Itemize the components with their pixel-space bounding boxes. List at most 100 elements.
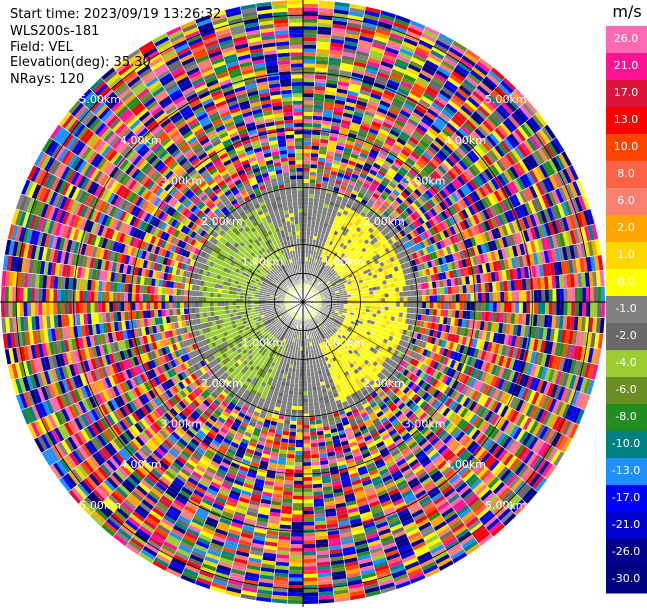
velocity-gate bbox=[295, 458, 303, 462]
velocity-gate bbox=[309, 424, 316, 428]
velocity-gate bbox=[400, 302, 404, 307]
velocity-gate bbox=[370, 302, 374, 306]
velocity-gate bbox=[290, 544, 303, 548]
velocity-gate bbox=[512, 291, 516, 302]
velocity-gate bbox=[295, 455, 303, 459]
velocity-gate bbox=[471, 293, 475, 302]
velocity-gate bbox=[303, 514, 314, 518]
velocity-gate bbox=[287, 401, 293, 405]
velocity-gate bbox=[303, 67, 315, 71]
velocity-gate bbox=[411, 296, 415, 302]
velocity-gate bbox=[481, 311, 485, 321]
velocity-gate bbox=[579, 287, 583, 302]
velocity-gate bbox=[312, 131, 321, 135]
velocity-gate bbox=[303, 22, 318, 26]
velocity-gate bbox=[303, 56, 316, 60]
velocity-gate bbox=[291, 417, 298, 421]
velocity-gate bbox=[294, 466, 303, 470]
velocity-gate bbox=[445, 302, 449, 310]
velocity-gate bbox=[299, 380, 303, 384]
velocity-gate bbox=[303, 533, 315, 537]
velocity-gate bbox=[310, 172, 317, 176]
velocity-gate bbox=[303, 458, 311, 462]
velocity-gate bbox=[406, 285, 410, 291]
velocity-gate bbox=[303, 26, 317, 30]
velocity-gate bbox=[313, 202, 319, 206]
velocity-gate bbox=[560, 302, 564, 316]
velocity-gate bbox=[303, 145, 311, 149]
velocity-gate bbox=[396, 292, 400, 297]
velocity-gate bbox=[308, 209, 313, 213]
velocity-gate bbox=[303, 8, 318, 12]
velocity-gate bbox=[418, 308, 422, 315]
velocity-gate bbox=[291, 410, 297, 414]
velocity-gate bbox=[303, 183, 309, 187]
velocity-gate bbox=[303, 395, 308, 399]
velocity-gate bbox=[293, 481, 303, 485]
velocity-gate bbox=[385, 298, 389, 303]
velocity-gate bbox=[303, 369, 307, 373]
velocity-gate bbox=[303, 37, 317, 41]
velocity-gate bbox=[396, 297, 400, 302]
velocity-gate bbox=[293, 496, 303, 500]
velocity-gate bbox=[310, 168, 317, 172]
velocity-gate bbox=[448, 286, 452, 294]
velocity-gate bbox=[392, 297, 396, 302]
velocity-gate bbox=[575, 288, 579, 302]
velocity-gate bbox=[485, 302, 489, 312]
velocity-gate bbox=[308, 391, 313, 395]
velocity-gate bbox=[303, 377, 307, 381]
velocity-gate bbox=[309, 406, 315, 410]
velocity-gate bbox=[441, 302, 445, 309]
velocity-gate bbox=[311, 149, 319, 153]
velocity-gate bbox=[303, 34, 317, 38]
velocity-gate bbox=[295, 451, 303, 455]
velocity-gate bbox=[303, 477, 312, 481]
velocity-gate bbox=[448, 294, 452, 302]
velocity-gate bbox=[311, 153, 319, 157]
velocity-gate bbox=[593, 302, 597, 317]
velocity-gate bbox=[311, 142, 320, 146]
velocity-gate bbox=[433, 302, 437, 309]
velocity-gate bbox=[481, 283, 485, 293]
velocity-gate bbox=[292, 507, 303, 511]
velocity-gate bbox=[308, 202, 313, 206]
velocity-gate bbox=[590, 287, 594, 302]
velocity-gate bbox=[303, 596, 319, 600]
velocity-gate bbox=[549, 302, 553, 315]
velocity-gate bbox=[314, 195, 320, 199]
velocity-gate bbox=[303, 231, 307, 235]
velocity-gate bbox=[410, 285, 414, 291]
velocity-gate bbox=[303, 138, 312, 142]
velocity-gate bbox=[314, 198, 320, 202]
velocity-gate bbox=[303, 220, 307, 224]
velocity-gate bbox=[307, 220, 312, 224]
velocity-gate bbox=[504, 302, 508, 313]
velocity-gate bbox=[313, 206, 319, 210]
velocity-gate bbox=[297, 417, 303, 421]
velocity-gate bbox=[303, 227, 307, 231]
velocity-gate bbox=[515, 291, 519, 302]
velocity-gate bbox=[303, 224, 307, 228]
velocity-gate bbox=[310, 436, 317, 440]
velocity-gate bbox=[493, 302, 497, 312]
velocity-gate bbox=[303, 63, 316, 67]
velocity-gate bbox=[303, 436, 310, 440]
velocity-gate bbox=[381, 293, 385, 298]
velocity-gate bbox=[444, 287, 448, 295]
velocity-gate bbox=[404, 302, 408, 308]
velocity-gate bbox=[294, 380, 299, 384]
velocity-gate bbox=[308, 387, 313, 391]
velocity-gate bbox=[597, 302, 601, 318]
velocity-gate bbox=[307, 216, 312, 220]
velocity-gate bbox=[311, 454, 319, 458]
velocity-gate bbox=[312, 480, 322, 484]
velocity-gate bbox=[298, 391, 303, 395]
velocity-gate bbox=[418, 296, 422, 302]
velocity-gate bbox=[303, 429, 310, 433]
velocity-gate bbox=[378, 298, 382, 302]
velocity-gate bbox=[389, 302, 393, 307]
velocity-gate bbox=[303, 175, 310, 179]
velocity-gate bbox=[309, 194, 315, 198]
